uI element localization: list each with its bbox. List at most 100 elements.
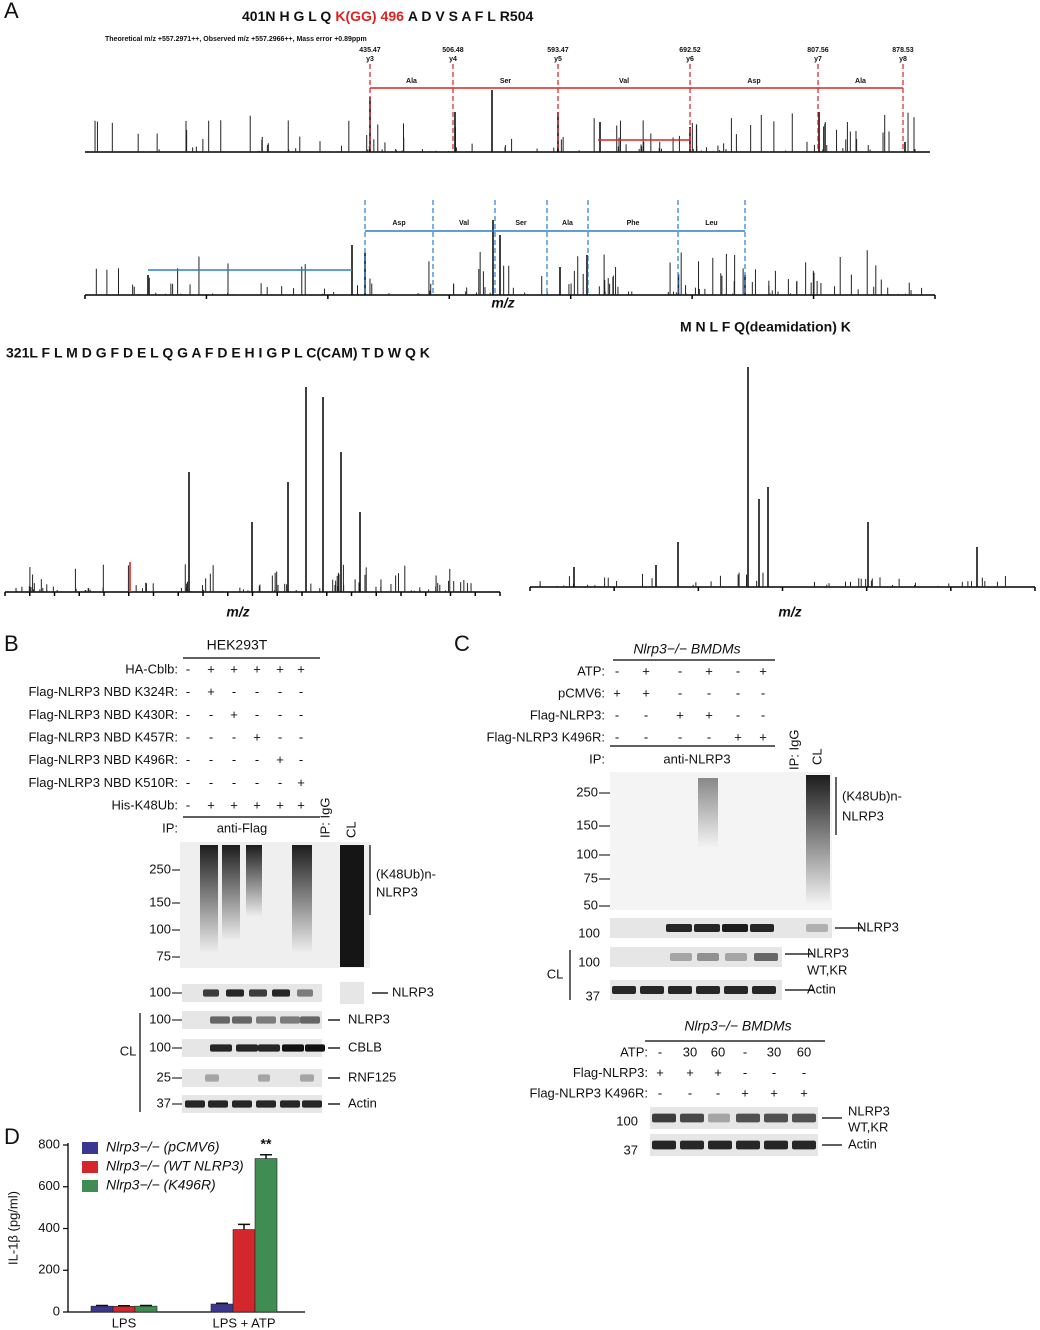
blot-band [300, 1016, 320, 1024]
sign: - [615, 707, 619, 722]
x-tick-label: LPS + ATP [213, 1315, 276, 1330]
ion-name: y7 [814, 56, 822, 63]
sign: - [209, 730, 213, 745]
sign: - [716, 1085, 720, 1100]
blot-band [297, 989, 313, 997]
bar [232, 1229, 256, 1313]
sign: 30 [683, 1044, 697, 1059]
sign: + [642, 663, 650, 678]
peptide-part: H G L Q [279, 8, 331, 24]
ip-label: IP: [162, 820, 178, 835]
blot-band [666, 924, 692, 932]
blot-label: NLRP3 [848, 1103, 890, 1118]
sign: - [186, 730, 190, 745]
blot-band [203, 989, 219, 997]
blot-label: WT,KR [807, 962, 847, 977]
ip-igg: IP: IgG [786, 730, 801, 770]
sign: + [297, 798, 305, 813]
blot-band [752, 986, 776, 994]
panel-label: B [4, 631, 19, 656]
row-label: Flag-NLRP3 NBD K430R: [28, 707, 178, 722]
sign: - [615, 729, 619, 744]
blot-band [236, 1044, 258, 1052]
blot-strip [650, 1134, 818, 1156]
cell-line: Nlrp3−/− BMDMs [633, 641, 740, 657]
blot-label: NLRP3 [842, 808, 884, 823]
blot-band [640, 986, 664, 994]
mw-marker: 75 [584, 870, 598, 885]
sign: 30 [767, 1044, 781, 1059]
blot-label: Actin [848, 1136, 877, 1151]
residue: Asp [392, 220, 405, 227]
smear [200, 845, 218, 953]
row-label: Flag-NLRP3 NBD K496R: [28, 752, 178, 767]
sign: - [678, 729, 682, 744]
y-tick-label: 0 [53, 1303, 60, 1318]
peptide-sequence: 401N H G L Q K(GG) 496 A D V S A F L R504 [242, 8, 533, 24]
blot-band [249, 989, 267, 997]
peptide-part: A D V S A F L [408, 8, 496, 24]
sign: + [230, 798, 238, 813]
mw-marker: 150 [576, 817, 598, 832]
axis-label: m/z [491, 295, 514, 311]
sign: - [802, 1065, 806, 1080]
row-label: Flag-NLRP3: [573, 1065, 648, 1080]
blot-band [272, 989, 290, 997]
sign: 60 [711, 1044, 725, 1059]
bar [112, 1306, 136, 1313]
sign: - [707, 729, 711, 744]
blot-band [208, 1100, 228, 1108]
sign: + [656, 1065, 664, 1080]
sign: - [186, 661, 190, 676]
sign: - [644, 707, 648, 722]
sign: + [253, 798, 261, 813]
blot-band [210, 1044, 232, 1052]
peptide-part: K(GG) [335, 8, 376, 24]
error-bar [216, 1302, 228, 1305]
blot [610, 772, 832, 910]
blot-strip [340, 982, 364, 1004]
mw-marker: 50 [584, 897, 598, 912]
sign: + [253, 661, 261, 676]
smear [222, 845, 240, 941]
sign: + [230, 707, 238, 722]
sign: - [688, 1085, 692, 1100]
blot-band [652, 1140, 676, 1150]
blot-band [806, 924, 828, 932]
legend-swatch [82, 1180, 98, 1192]
blot-strip [610, 918, 832, 938]
sign: - [278, 684, 282, 699]
blot-band [792, 1113, 816, 1123]
residue: Ser [515, 220, 527, 227]
blot-band [282, 1044, 304, 1052]
blot-label: CBLB [348, 1039, 382, 1054]
smear [246, 845, 262, 917]
residue: Leu [705, 220, 717, 227]
blot-band [232, 1100, 252, 1108]
blot-band [256, 1100, 276, 1108]
ip-target: anti-Flag [217, 820, 268, 835]
blot-label: NLRP3 [392, 984, 434, 999]
y-axis-label: IL-1β (pg/ml) [5, 1191, 20, 1265]
bar [90, 1305, 114, 1313]
mw-marker: 100 [616, 1113, 638, 1128]
residue: Ser [500, 78, 512, 85]
sign: - [209, 707, 213, 722]
ion-name: y4 [449, 56, 457, 63]
y-tick-label: 800 [38, 1136, 60, 1151]
mw-marker: 100 [576, 846, 598, 861]
blot-band [612, 986, 636, 994]
sign: - [232, 684, 236, 699]
blot-band [792, 1140, 816, 1150]
blot-band [210, 1016, 230, 1024]
axis-label: m/z [778, 604, 801, 620]
ion-mass: 878.53 [892, 47, 914, 54]
cl-label: CL [343, 821, 358, 838]
error-bar [140, 1304, 152, 1307]
sign: + [207, 661, 215, 676]
y-tick-label: 200 [38, 1262, 60, 1277]
sign: - [678, 685, 682, 700]
residue: Phe [627, 220, 640, 227]
sign: - [658, 1085, 662, 1100]
